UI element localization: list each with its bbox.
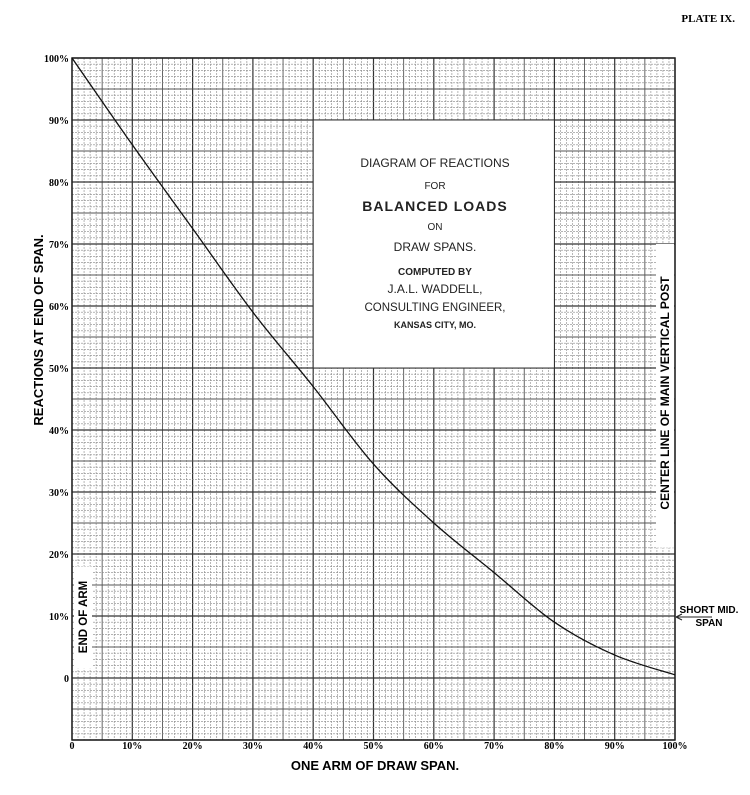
x-tick-label: 60% [424, 741, 444, 752]
blank-panels [74, 119, 674, 669]
title-panel [312, 119, 555, 369]
title-line-5: DRAW SPANS. [394, 240, 477, 254]
y-tick-label: 70% [49, 240, 69, 251]
title-line-9: KANSAS CITY, MO. [394, 320, 476, 330]
x-tick-labels: 0 10% 20% 30% 40% 50% 60% 70% 80% 90% 100% [70, 741, 688, 752]
y-tick-labels: 0 10% 20% 30% 40% 50% 60% 70% 80% 90% 100% [44, 54, 69, 685]
y-tick-label: 60% [49, 302, 69, 313]
reaction-curve [71, 57, 676, 676]
title-block: DIAGRAM OF REACTIONS FOR BALANCED LOADS … [360, 156, 509, 330]
x-tick-label: 90% [605, 741, 625, 752]
x-tick-label: 30% [243, 741, 263, 752]
y-tick-label: 100% [44, 54, 69, 65]
x-axis-title: ONE ARM OF DRAW SPAN. [291, 758, 459, 773]
plot-frame [71, 57, 676, 741]
plate-label: PLATE IX. [681, 13, 735, 25]
short-mid-span-annotation: SHORT MID. SPAN [675, 605, 739, 629]
title-line-7: J.A.L. WADDELL, [388, 282, 483, 296]
y-tick-label: 30% [49, 488, 69, 499]
title-line-6: COMPUTED BY [398, 267, 472, 278]
end-of-arm-panel [74, 566, 92, 669]
y-tick-label: 10% [49, 612, 69, 623]
y-axis-title: REACTIONS AT END OF SPAN. [31, 234, 46, 425]
x-tick-label: 100% [663, 741, 688, 752]
title-line-3: BALANCED LOADS [362, 198, 507, 214]
span-label: SPAN [695, 618, 722, 629]
center-line-label: CENTER LINE OF MAIN VERTICAL POST [658, 276, 672, 510]
y-tick-label: 80% [49, 178, 69, 189]
center-line-panel [656, 244, 674, 548]
short-mid-label: SHORT MID. [680, 605, 739, 616]
title-line-8: CONSULTING ENGINEER, [365, 302, 506, 314]
y-tick-label: 50% [49, 364, 69, 375]
x-tick-label: 20% [183, 741, 203, 752]
x-tick-label: 80% [544, 741, 564, 752]
x-tick-label: 40% [303, 741, 323, 752]
y-tick-label: 0 [64, 674, 69, 685]
title-line-2: FOR [424, 181, 445, 192]
end-of-arm-label: END OF ARM [78, 581, 90, 653]
x-tick-label: 70% [484, 741, 504, 752]
y-tick-label: 40% [49, 426, 69, 437]
y-tick-label: 90% [49, 116, 69, 127]
title-line-4: ON [428, 222, 443, 233]
arrow-left-icon [675, 613, 712, 621]
y-tick-label: 20% [49, 550, 69, 561]
x-tick-label: 50% [364, 741, 384, 752]
x-tick-label: 10% [122, 741, 142, 752]
curve-layer [71, 57, 676, 676]
title-line-1: DIAGRAM OF REACTIONS [360, 156, 509, 170]
x-tick-label: 0 [70, 741, 75, 752]
